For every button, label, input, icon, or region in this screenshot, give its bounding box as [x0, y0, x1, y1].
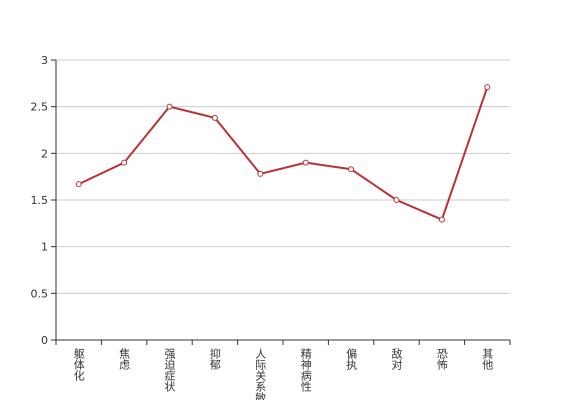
point [393, 197, 400, 203]
y-tick-label: 2.5 [31, 101, 49, 114]
point [302, 159, 309, 166]
x-tick-label: 强迫症状 [163, 348, 176, 392]
x-tick-label: 偏执 [345, 347, 358, 371]
x-tick-label: 敌对 [390, 347, 403, 370]
x-tick-label: 人际关系敏感 [254, 348, 267, 400]
point [348, 166, 355, 173]
point [484, 84, 491, 91]
y-tick-label: 2 [41, 147, 48, 160]
point [166, 103, 173, 110]
x-tick-label: 躯体化 [72, 348, 85, 382]
x-tick-label: 抑郁 [208, 347, 221, 370]
x-tick-label: 精神病性 [299, 348, 312, 393]
y-tick-label: 1.5 [31, 194, 49, 207]
x-tick-label: 其他 [481, 348, 494, 370]
point [211, 114, 218, 121]
line [78, 86, 489, 221]
y-tick-label: 1 [41, 241, 48, 254]
y-tick-label: 0 [41, 334, 48, 347]
y-tick-label: 0.5 [31, 287, 49, 300]
x-tick-label: 恐怖 [435, 348, 448, 370]
x-tick-label: 焦虑 [118, 348, 131, 370]
point [75, 181, 82, 188]
point [438, 216, 445, 223]
point [257, 170, 264, 177]
point [121, 159, 128, 166]
y-tick-label: 3 [41, 54, 48, 67]
